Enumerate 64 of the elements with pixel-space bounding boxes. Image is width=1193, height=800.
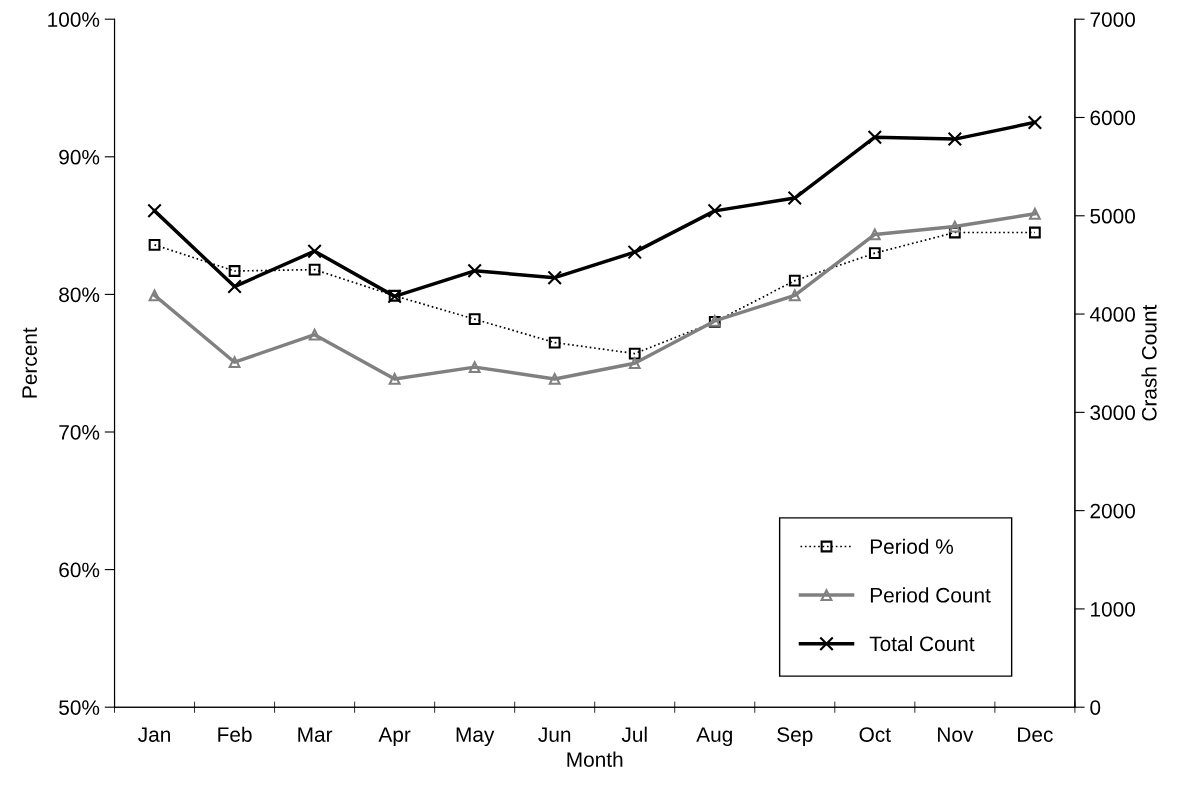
y2-tick-label: 5000 [1090, 208, 1136, 224]
point [628, 357, 641, 370]
point [947, 131, 963, 147]
point [467, 263, 482, 279]
point [548, 373, 561, 385]
point [388, 373, 401, 385]
x-tick-label: Jun [538, 727, 571, 742]
x-tick-label: May [456, 727, 495, 747]
y2-tick-label: 1000 [1091, 601, 1136, 617]
point [227, 279, 242, 294]
legend-label: Period Count [870, 587, 991, 603]
point [147, 203, 162, 219]
point [707, 203, 723, 219]
legend-label: Period % [870, 538, 954, 555]
point [308, 328, 321, 341]
point [787, 190, 803, 206]
y2-tick-label: 6000 [1090, 110, 1136, 126]
point [788, 289, 801, 302]
x-tick-label: Apr [378, 727, 411, 747]
point [867, 129, 883, 145]
point [948, 226, 961, 239]
y2-tick-label: 2000 [1090, 503, 1136, 519]
point [547, 270, 562, 285]
point [308, 263, 321, 276]
point [868, 247, 881, 260]
x-tick-label: Jul [621, 726, 647, 742]
y-tick-label: 90% [59, 149, 100, 165]
point [1028, 207, 1041, 220]
x-tick-label: Aug [696, 727, 732, 747]
point [627, 244, 643, 260]
point [628, 347, 641, 360]
point [228, 265, 241, 277]
y-tick-label: 50% [59, 700, 100, 715]
y-tick-label: 70% [59, 425, 100, 440]
y2-tick-label: 0 [1090, 700, 1101, 715]
point [788, 274, 801, 287]
x-tick-label: Jan [138, 727, 170, 742]
point [148, 289, 161, 302]
y2-tick-label: 4000 [1089, 307, 1136, 322]
point [468, 313, 481, 326]
point [868, 228, 881, 241]
point [307, 243, 322, 259]
y-tick-label: 60% [59, 562, 100, 578]
x-tick-label: Mar [298, 727, 333, 742]
y2-axis-title: Crash Count [1141, 304, 1157, 421]
point [148, 238, 161, 251]
y2-tick-label: 7000 [1090, 12, 1136, 27]
y-tick-label: 80% [59, 287, 100, 303]
point [468, 361, 481, 374]
x-tick-label: Oct [859, 727, 891, 742]
point [948, 220, 961, 233]
point [548, 336, 561, 349]
y-axis-title: Percent [22, 327, 37, 398]
y-tick-label: 100% [48, 12, 100, 27]
y2-tick-label: 3000 [1090, 405, 1136, 421]
x-tick-label: Dec [1018, 727, 1053, 742]
legend-label: Total Count [869, 635, 975, 652]
x-tick-label: Feb [218, 726, 252, 742]
point [228, 356, 241, 369]
point [1028, 226, 1041, 239]
x-tick-label: Sep [777, 727, 813, 747]
point [1027, 115, 1043, 130]
x-axis-title: Month [567, 751, 623, 767]
x-tick-label: Nov [938, 727, 974, 742]
